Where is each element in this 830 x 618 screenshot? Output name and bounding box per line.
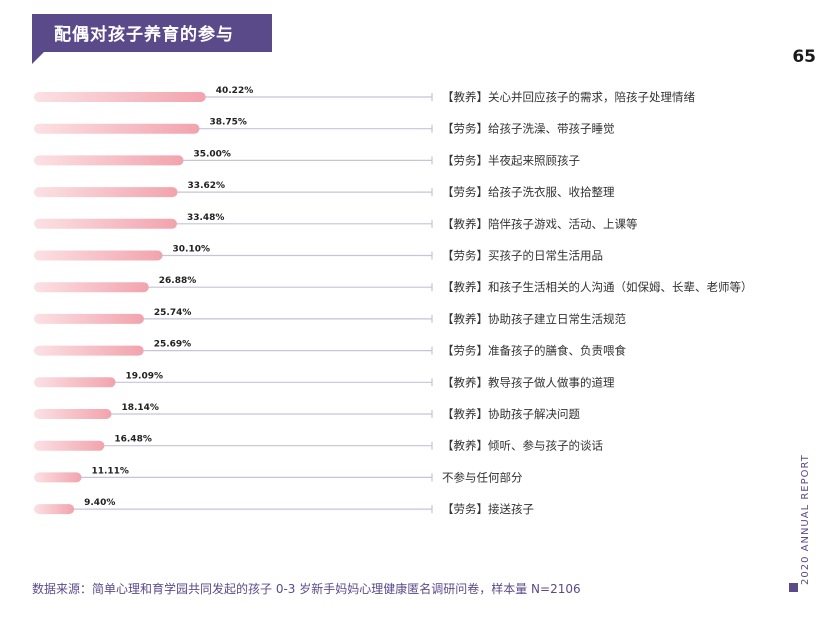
category-label: 【教养】倾听、参与孩子的谈话	[442, 439, 603, 453]
category-label: 【劳务】给孩子洗衣服、收拾整理	[442, 185, 615, 199]
annual-report-side-label: 2020 ANNUAL REPORT	[786, 454, 811, 595]
bar	[34, 504, 75, 515]
category-label: 【劳务】给孩子洗澡、带孩子睡觉	[442, 122, 615, 136]
category-label: 【教养】陪伴孩子游戏、活动、上课等	[442, 217, 638, 231]
category-label: 【教养】教导孩子做人做事的道理	[442, 375, 615, 389]
bar	[34, 155, 184, 166]
data-source-note: 数据来源：简单心理和育学园共同发起的孩子 0-3 岁新手妈妈心理健康匿名调研问卷…	[32, 582, 581, 596]
value-label: 33.48%	[187, 213, 225, 223]
chart-row: 9.40% 【劳务】接送孩子	[34, 498, 534, 516]
bar	[34, 218, 177, 229]
bar	[34, 282, 149, 293]
bar	[34, 313, 144, 324]
category-label: 【教养】和孩子生活相关的人沟通（如保姆、长辈、老师等）	[442, 280, 753, 294]
chart-row: 35.00% 【劳务】半夜起来照顾孩子	[34, 149, 580, 167]
value-label: 40.22%	[216, 86, 254, 96]
chart-row: 33.48% 【教养】陪伴孩子游戏、活动、上课等	[34, 213, 638, 231]
category-label: 【劳务】准备孩子的膳食、负责喂食	[442, 344, 626, 358]
bar	[34, 250, 163, 261]
category-label: 【教养】协助孩子解决问题	[442, 407, 580, 421]
chart-row: 26.88% 【教养】和孩子生活相关的人沟通（如保姆、长辈、老师等）	[34, 276, 753, 294]
category-label: 【教养】关心并回应孩子的需求，陪孩子处理情绪	[442, 90, 695, 104]
value-label: 9.40%	[84, 498, 115, 508]
chart-row: 30.10% 【劳务】买孩子的日常生活用品	[34, 245, 603, 263]
bar	[34, 472, 82, 483]
value-label: 19.09%	[126, 371, 164, 381]
chart-row: 19.09% 【教养】教导孩子做人做事的道理	[34, 371, 615, 389]
value-label: 18.14%	[121, 403, 158, 413]
category-label: 不参与任何部分	[442, 470, 523, 484]
chart-row: 16.48% 【教养】倾听、参与孩子的谈话	[34, 435, 603, 453]
side-marker	[789, 583, 798, 592]
annual-report-text: 2020 ANNUAL REPORT	[800, 454, 811, 585]
chart-row: 33.62% 【劳务】给孩子洗衣服、收拾整理	[34, 181, 615, 199]
chart-row: 25.69% 【劳务】准备孩子的膳食、负责喂食	[34, 340, 626, 358]
page-number: 65	[792, 47, 816, 67]
category-label: 【劳务】半夜起来照顾孩子	[442, 153, 580, 167]
bar	[34, 440, 105, 451]
category-label: 【劳务】接送孩子	[442, 502, 534, 516]
value-label: 16.48%	[114, 435, 152, 445]
participation-bar-chart: 40.22% 【教养】关心并回应孩子的需求，陪孩子处理情绪 38.75% 【劳务】给孩…	[34, 86, 753, 516]
chart-row: 38.75% 【劳务】给孩子洗澡、带孩子睡觉	[34, 118, 615, 136]
value-label: 26.88%	[159, 276, 197, 286]
chart-row: 25.74% 【教养】协助孩子建立日常生活规范	[34, 308, 626, 326]
bar	[34, 187, 178, 198]
bar	[34, 92, 206, 102]
category-label: 【劳务】买孩子的日常生活用品	[442, 249, 603, 263]
chart-row: 18.14% 【教养】协助孩子解决问题	[34, 403, 580, 421]
value-label: 25.69%	[154, 340, 192, 350]
chart-row: 11.11% 不参与任何部分	[34, 466, 523, 484]
chart-row: 40.22% 【教养】关心并回应孩子的需求，陪孩子处理情绪	[34, 86, 695, 104]
value-label: 38.75%	[209, 118, 247, 128]
title-banner-tail	[32, 50, 46, 64]
bar	[34, 345, 144, 356]
page-title: 配偶对孩子养育的参与	[54, 25, 234, 45]
value-label: 30.10%	[173, 245, 211, 255]
bar	[34, 377, 116, 388]
value-label: 35.00%	[193, 149, 231, 159]
title-banner	[32, 14, 272, 52]
bar	[34, 123, 200, 134]
bar	[34, 409, 112, 419]
value-label: 11.11%	[91, 466, 129, 476]
value-label: 33.62%	[188, 181, 226, 191]
category-label: 【教养】协助孩子建立日常生活规范	[442, 312, 626, 326]
value-label: 25.74%	[154, 308, 192, 318]
